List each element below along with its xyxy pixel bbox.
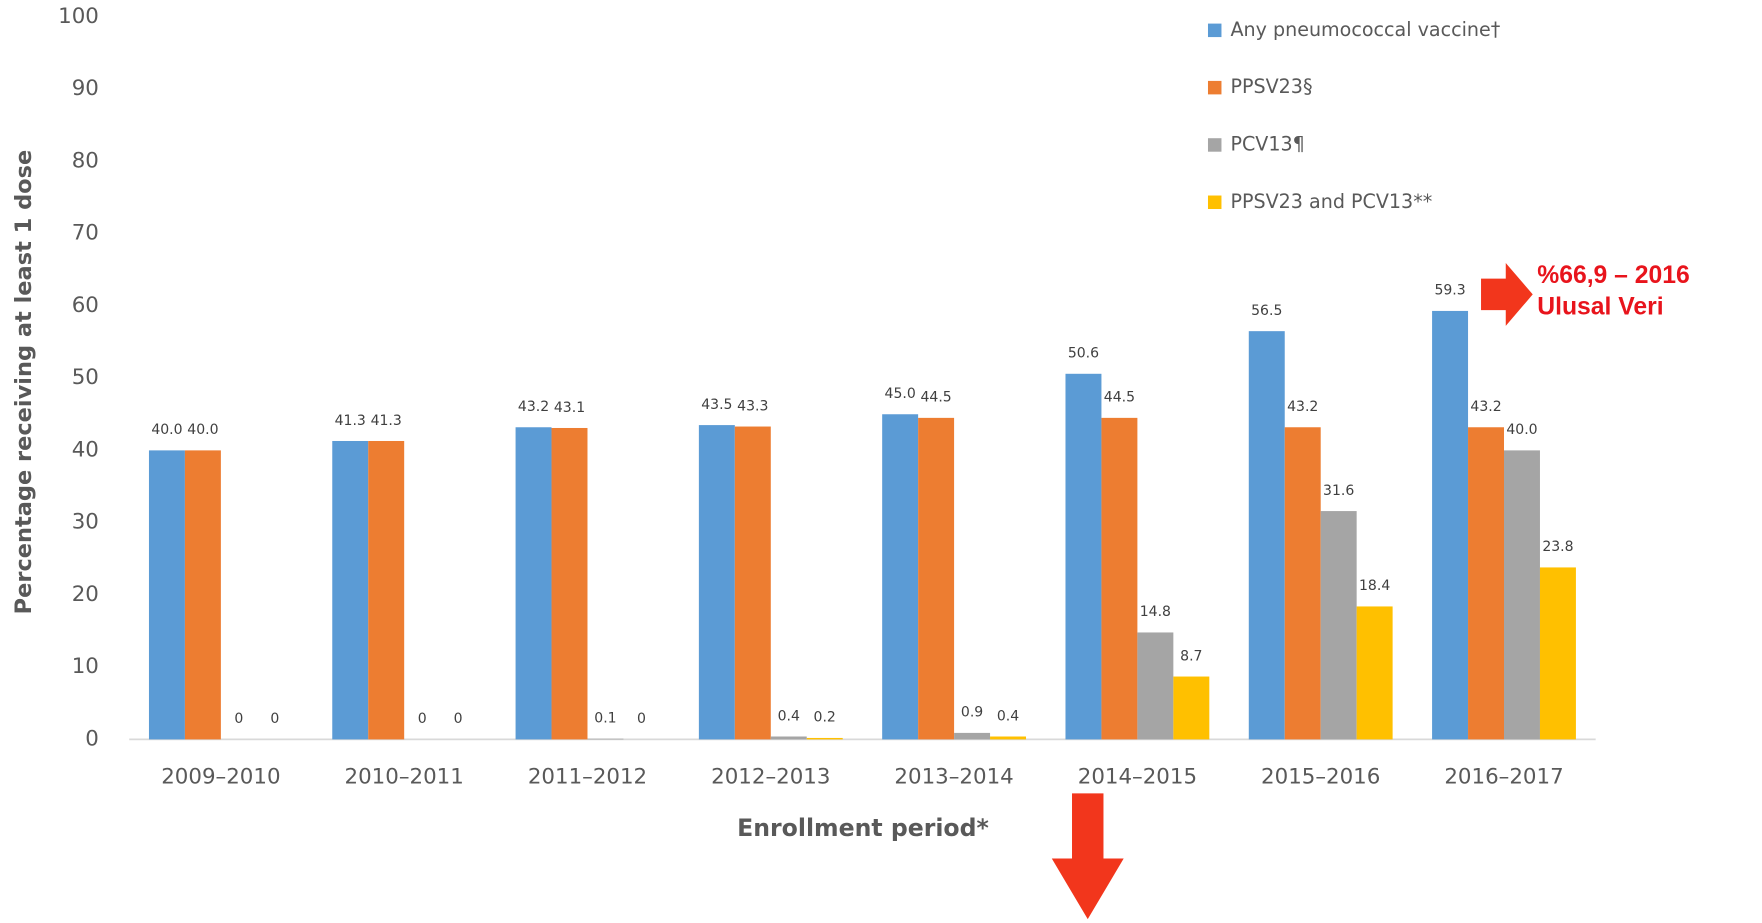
bar: [1504, 450, 1540, 740]
y-tick-label: 50: [72, 365, 99, 390]
x-tick-label: 2015–2016: [1261, 765, 1380, 790]
data-label: 43.5: [701, 397, 732, 413]
legend-label: PPSV23 and PCV13**: [1230, 190, 1432, 213]
data-label: 0.2: [814, 710, 836, 726]
data-label: 50.6: [1068, 346, 1099, 362]
data-label: 0: [418, 711, 427, 727]
arrow-down: [1051, 793, 1124, 920]
data-label: 41.3: [335, 413, 366, 429]
legend-swatch: [1207, 23, 1222, 38]
x-tick-label: 2013–2014: [894, 765, 1013, 790]
data-label: 8.7: [1180, 648, 1202, 664]
bar: [770, 736, 807, 740]
data-label: 23.8: [1542, 539, 1573, 555]
y-tick-label: 80: [72, 148, 99, 173]
legend-swatch: [1207, 195, 1222, 210]
x-tick-label: 2014–2015: [1078, 765, 1197, 790]
x-tick-label: 2010–2011: [345, 765, 464, 790]
legend-swatch: [1207, 80, 1222, 95]
bar: [918, 417, 955, 740]
bar: [1173, 676, 1210, 740]
data-label: 56.5: [1251, 303, 1282, 319]
y-tick-label: 90: [72, 76, 99, 101]
x-tick-label: 2011–2012: [528, 765, 647, 790]
x-axis-label: Enrollment period*: [737, 814, 989, 842]
bar: [734, 426, 771, 740]
y-tick-label: 40: [72, 437, 99, 462]
y-tick-label: 0: [85, 726, 99, 751]
bar: [954, 732, 991, 740]
x-tick-label: 2012–2013: [711, 765, 830, 790]
bar: [1137, 632, 1174, 740]
bar: [332, 440, 369, 740]
data-label: 0.9: [961, 705, 983, 721]
data-label: 40.0: [1506, 422, 1537, 438]
data-label: 43.1: [554, 400, 585, 416]
data-label: 41.3: [371, 413, 402, 429]
data-label: 0: [637, 711, 646, 727]
bar: [551, 427, 588, 740]
data-label: 43.2: [518, 399, 549, 415]
data-label: 0: [234, 711, 243, 727]
bar: [882, 414, 919, 740]
data-label: 44.5: [920, 390, 951, 406]
data-label: 14.8: [1140, 604, 1171, 620]
legend-swatch: [1207, 138, 1222, 152]
bar: [1468, 427, 1505, 740]
data-label: 31.6: [1323, 483, 1354, 499]
chart-body: Percentage receiving at least 1 dose Enr…: [11, 4, 1690, 920]
bar: [1539, 567, 1576, 740]
y-tick-label: 10: [72, 654, 99, 679]
bar: [1320, 511, 1357, 740]
x-tick-label: 2016–2017: [1444, 765, 1563, 790]
data-label: 0.4: [778, 708, 800, 724]
data-label: 45.0: [885, 386, 916, 402]
bar: [1065, 373, 1102, 740]
x-tick-label: 2009–2010: [161, 765, 280, 790]
data-label: 44.5: [1104, 390, 1135, 406]
bar: [148, 450, 185, 740]
legend-label: Any pneumococcal vaccine†: [1230, 18, 1500, 41]
bar: [368, 440, 405, 740]
bar: [1356, 606, 1393, 740]
data-label: 18.4: [1359, 578, 1390, 594]
legend-label: PPSV23§: [1230, 75, 1312, 98]
data-label: 43.3: [737, 398, 768, 414]
data-label: 43.2: [1287, 399, 1318, 415]
bar: [1432, 310, 1469, 740]
bar: [1248, 331, 1285, 740]
data-label: 0.4: [997, 708, 1019, 724]
bar: [515, 427, 552, 740]
legend-label: PCV13¶: [1230, 132, 1304, 155]
bar: [1101, 417, 1138, 740]
arrow-right: [1481, 262, 1533, 326]
bar: [698, 425, 735, 740]
data-label: 0.1: [594, 710, 616, 726]
bar: [806, 737, 843, 740]
y-tick-label: 100: [58, 4, 99, 29]
y-tick-label: 60: [72, 293, 99, 318]
bar: [587, 738, 624, 740]
y-tick-label: 70: [72, 221, 99, 246]
bar: [1284, 427, 1321, 740]
bar: [990, 736, 1027, 740]
data-label: 40.0: [151, 422, 182, 438]
data-label: 59.3: [1434, 283, 1465, 299]
y-tick-label: 20: [72, 582, 99, 607]
data-label: 0: [270, 711, 279, 727]
data-label: 40.0: [187, 422, 218, 438]
annotation: %66,9 – 2016: [1537, 262, 1690, 289]
bar: [184, 450, 221, 740]
y-tick-label: 30: [72, 510, 99, 535]
annotation: Ulusal Veri: [1537, 293, 1663, 320]
data-label: 0: [454, 711, 463, 727]
data-label: 43.2: [1470, 399, 1501, 415]
y-axis-label: Percentage receiving at least 1 dose: [11, 150, 37, 615]
